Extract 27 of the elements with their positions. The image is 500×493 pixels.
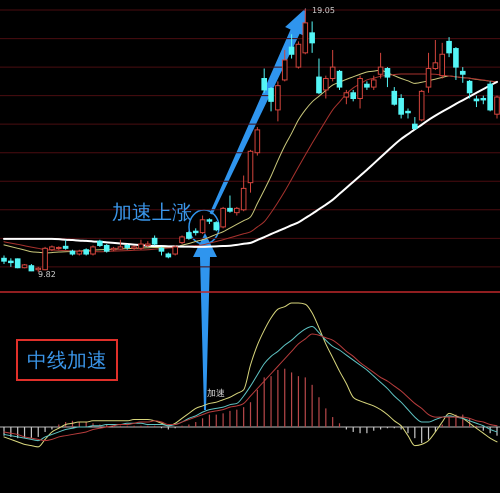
annotation: 19.05 — [312, 6, 335, 15]
candlestick — [460, 66, 466, 84]
candlestick — [412, 116, 418, 130]
annotation: 加速 — [207, 388, 225, 399]
annotation: 中线加速 — [27, 348, 107, 372]
candlestick — [200, 214, 206, 235]
candlestick — [172, 244, 178, 256]
candlestick — [378, 52, 384, 80]
annotation: 加速上涨 — [112, 200, 192, 224]
candlestick — [220, 206, 226, 229]
candlestick — [62, 239, 68, 250]
candlestick — [316, 58, 322, 95]
candlestick — [152, 234, 158, 246]
annotation: 9.82 — [38, 270, 56, 279]
candlestick — [90, 244, 96, 256]
candlestick — [466, 79, 472, 99]
candlestick — [357, 75, 363, 109]
candlestick — [288, 34, 294, 60]
candlestick — [370, 75, 377, 90]
candlestick — [309, 20, 315, 54]
candlestick — [344, 89, 350, 105]
candlestick — [227, 195, 233, 214]
candlestick — [213, 220, 220, 232]
candlestick — [336, 69, 342, 90]
candlestick — [350, 89, 356, 102]
candlestick — [282, 49, 288, 82]
candlestick — [384, 66, 390, 88]
